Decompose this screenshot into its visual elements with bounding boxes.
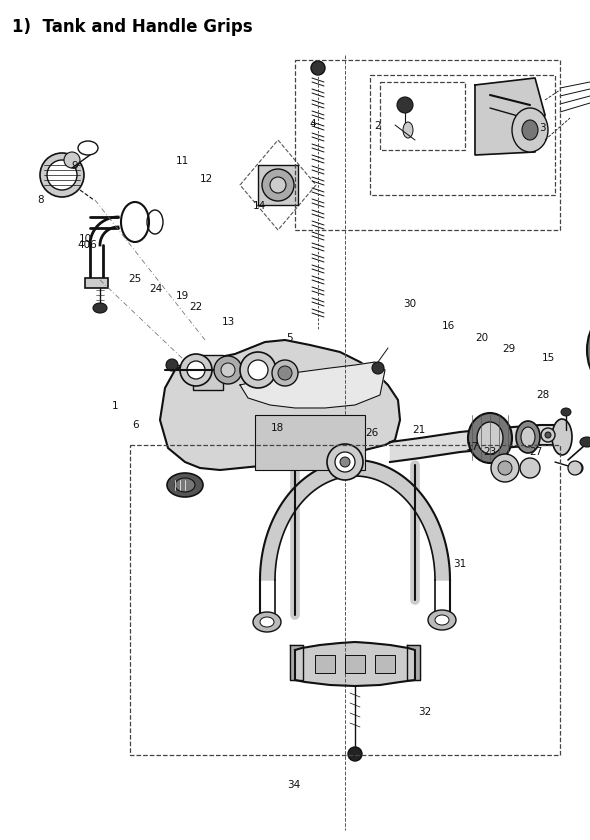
Ellipse shape (587, 305, 590, 395)
Ellipse shape (541, 428, 555, 442)
Ellipse shape (477, 422, 503, 454)
Ellipse shape (187, 361, 205, 379)
Bar (295, 60, 560, 230)
Ellipse shape (568, 461, 582, 475)
Text: eReplacementParts.com: eReplacementParts.com (235, 425, 355, 435)
Ellipse shape (545, 432, 551, 438)
Ellipse shape (372, 362, 384, 374)
Ellipse shape (214, 356, 242, 384)
Ellipse shape (491, 454, 519, 482)
Ellipse shape (270, 177, 286, 193)
Ellipse shape (520, 458, 540, 478)
Ellipse shape (278, 366, 292, 380)
Bar (193, 355, 223, 390)
Ellipse shape (180, 354, 212, 386)
Ellipse shape (248, 360, 268, 380)
Ellipse shape (262, 169, 294, 201)
Ellipse shape (428, 610, 456, 630)
Text: 32: 32 (418, 707, 431, 717)
Bar (258, 165, 298, 205)
Text: 21: 21 (412, 425, 425, 435)
Bar (345, 655, 365, 673)
Text: 16: 16 (442, 321, 455, 331)
Text: 20: 20 (475, 333, 488, 343)
Ellipse shape (64, 152, 80, 168)
Polygon shape (407, 645, 420, 680)
Ellipse shape (498, 461, 512, 475)
Text: 28: 28 (536, 390, 549, 400)
Text: 1)  Tank and Handle Grips: 1) Tank and Handle Grips (12, 18, 253, 36)
Bar (130, 445, 560, 755)
Text: 8: 8 (37, 195, 44, 205)
Text: 31: 31 (454, 559, 467, 570)
Text: 24: 24 (149, 284, 162, 294)
Text: 26: 26 (365, 428, 378, 438)
Ellipse shape (221, 363, 235, 377)
Ellipse shape (311, 61, 325, 75)
Ellipse shape (521, 427, 535, 447)
Bar (375, 655, 395, 673)
Text: 17: 17 (466, 442, 478, 452)
Ellipse shape (348, 747, 362, 761)
Polygon shape (295, 642, 415, 686)
Text: 14: 14 (253, 201, 266, 211)
Text: 22: 22 (189, 302, 202, 312)
Text: 5: 5 (286, 333, 293, 343)
Ellipse shape (93, 303, 107, 313)
Text: 3: 3 (539, 123, 546, 133)
Ellipse shape (335, 452, 355, 472)
Ellipse shape (468, 413, 512, 463)
Ellipse shape (260, 617, 274, 627)
Bar (380, 82, 465, 150)
Polygon shape (475, 78, 545, 155)
Ellipse shape (47, 160, 77, 190)
Polygon shape (290, 645, 303, 680)
Text: 19: 19 (176, 291, 189, 301)
Text: 27: 27 (529, 447, 542, 457)
Text: 406: 406 (77, 240, 97, 250)
Polygon shape (160, 340, 400, 470)
Text: 30: 30 (404, 299, 417, 309)
Text: 2: 2 (374, 121, 381, 131)
Polygon shape (260, 460, 450, 580)
Ellipse shape (571, 462, 583, 474)
Ellipse shape (403, 122, 413, 138)
Text: 25: 25 (128, 274, 141, 284)
Text: 29: 29 (502, 344, 515, 354)
Text: 10: 10 (79, 234, 92, 244)
Ellipse shape (340, 457, 350, 467)
Text: 12: 12 (200, 174, 213, 184)
Text: 4: 4 (309, 119, 316, 129)
Ellipse shape (167, 473, 203, 497)
Bar (370, 75, 555, 195)
Text: 6: 6 (132, 420, 139, 430)
Ellipse shape (272, 360, 298, 386)
Text: 9: 9 (71, 161, 78, 171)
Polygon shape (240, 362, 385, 408)
Bar (255, 415, 365, 470)
Ellipse shape (240, 352, 276, 388)
Bar (85, 278, 108, 288)
Ellipse shape (40, 153, 84, 197)
Text: 23: 23 (483, 447, 496, 457)
Ellipse shape (166, 359, 178, 371)
Ellipse shape (516, 421, 540, 453)
Text: 1: 1 (112, 401, 119, 411)
Ellipse shape (561, 408, 571, 416)
Ellipse shape (512, 108, 548, 152)
Ellipse shape (552, 419, 572, 455)
Text: 34: 34 (287, 780, 300, 790)
Ellipse shape (580, 437, 590, 447)
Text: 13: 13 (222, 317, 235, 327)
Text: 15: 15 (542, 353, 555, 363)
Ellipse shape (253, 612, 281, 632)
Ellipse shape (397, 97, 413, 113)
Text: 11: 11 (176, 156, 189, 166)
Ellipse shape (435, 615, 449, 625)
Ellipse shape (327, 444, 363, 480)
Ellipse shape (522, 120, 538, 140)
Text: 18: 18 (271, 423, 284, 433)
Bar (315, 655, 335, 673)
Ellipse shape (175, 478, 195, 492)
